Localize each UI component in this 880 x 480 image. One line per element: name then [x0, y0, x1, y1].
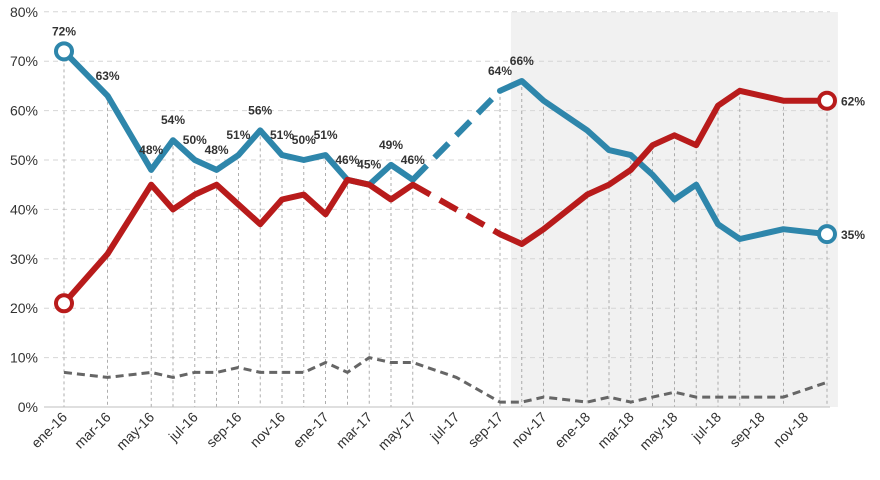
x-tick-sep-16: sep-16: [203, 409, 245, 451]
y-tick-0: 0%: [18, 399, 38, 415]
y-tick-30: 30%: [10, 251, 38, 267]
series-0-line-end: [497, 78, 830, 242]
endpoint-markers: [54, 41, 837, 314]
x-tick-mar-17: mar-17: [333, 409, 376, 452]
x-tick-sep-18: sep-18: [726, 409, 768, 451]
data-labels: 72%63%48%54%50%48%51%56%51%50%51%46%45%4…: [52, 24, 865, 242]
data-label-7: 56%: [248, 103, 272, 117]
x-tick-ene-17: ene-17: [290, 409, 332, 451]
x-tick-ene-18: ene-18: [551, 409, 593, 451]
data-label-14: 46%: [401, 153, 425, 167]
data-label-9: 50%: [292, 133, 316, 147]
data-label-10: 51%: [314, 128, 338, 142]
data-label-8: 51%: [270, 128, 294, 142]
series-1-line-gap: [411, 182, 502, 237]
y-tick-80: 80%: [10, 4, 38, 20]
x-tick-nov-17: nov-17: [508, 409, 550, 451]
x-tick-nov-16: nov-16: [247, 409, 289, 451]
data-label-12: 45%: [357, 158, 381, 172]
data-label-15: 64%: [488, 64, 512, 78]
x-tick-nov-18: nov-18: [770, 409, 812, 451]
x-tick-mar-18: mar-18: [594, 409, 637, 452]
y-tick-20: 20%: [10, 300, 38, 316]
y-tick-10: 10%: [10, 350, 38, 366]
x-tick-jul-16: jul-16: [165, 409, 201, 445]
x-tick-sep-17: sep-17: [465, 409, 507, 451]
data-label-4: 50%: [183, 133, 207, 147]
data-label-11: 46%: [335, 153, 359, 167]
x-tick-jul-17: jul-17: [426, 409, 462, 445]
series-lines: [61, 48, 830, 404]
series-1-marker-0: [54, 293, 74, 314]
x-tick-jul-18: jul-18: [688, 409, 724, 445]
data-label-0: 72%: [52, 24, 76, 38]
data-label-18: 35%: [841, 228, 865, 242]
data-label-2: 48%: [139, 143, 163, 157]
data-label-16: 66%: [510, 54, 534, 68]
x-tick-ene-16: ene-16: [28, 409, 70, 451]
x-tick-may-16: may-16: [113, 409, 157, 453]
series-1-line-start: [61, 176, 416, 307]
y-tick-60: 60%: [10, 103, 38, 119]
x-tick-may-18: may-18: [636, 409, 680, 453]
y-tick-70: 70%: [10, 53, 38, 69]
series-2-line: [63, 356, 828, 404]
series-1-line-end: [497, 87, 830, 247]
series-0-marker-35: [817, 224, 837, 245]
y-tick-40: 40%: [10, 201, 38, 217]
data-label-17: 62%: [841, 95, 865, 109]
x-tick-may-17: may-17: [375, 409, 419, 453]
data-label-5: 48%: [205, 143, 229, 157]
data-label-6: 51%: [226, 128, 250, 142]
series-1-marker-35: [817, 90, 837, 111]
data-label-1: 63%: [96, 69, 120, 83]
data-label-3: 54%: [161, 113, 185, 127]
data-label-13: 49%: [379, 138, 403, 152]
x-tick-mar-16: mar-16: [71, 409, 114, 452]
y-tick-50: 50%: [10, 152, 38, 168]
series-0-line-gap: [410, 88, 503, 182]
series-0-marker-0: [54, 41, 74, 62]
